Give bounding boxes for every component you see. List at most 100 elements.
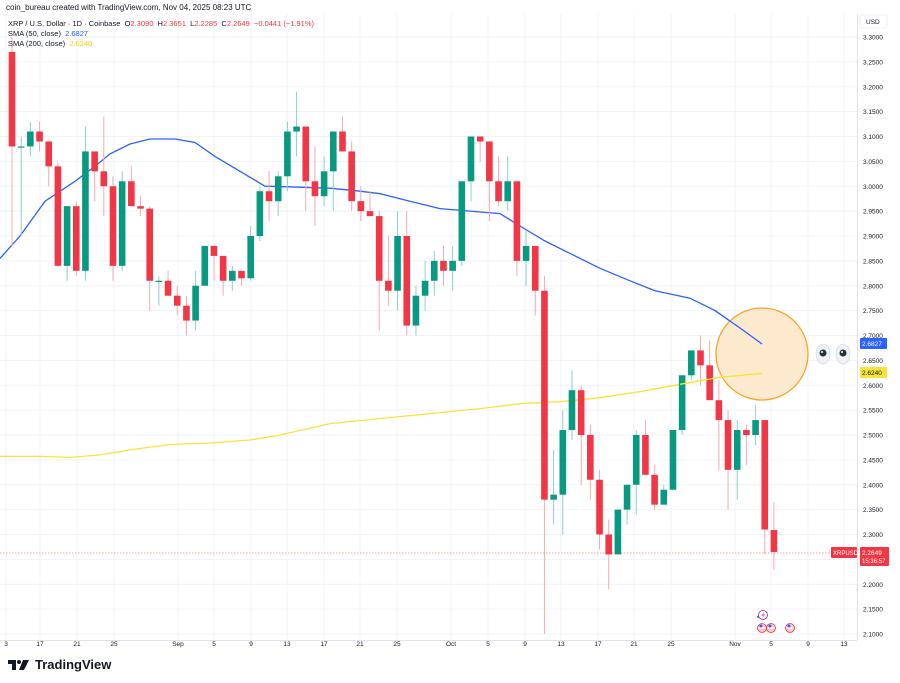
candle [173,285,181,316]
candle [495,156,502,207]
candle [109,176,117,281]
candle [596,469,603,550]
open-value: 2.3090 [130,19,154,28]
candle [192,270,199,331]
candle [706,340,713,401]
svg-text:3.2500: 3.2500 [863,59,883,66]
svg-text:25: 25 [393,641,401,648]
last-price-value: 2.2649 [862,550,882,557]
currency-label: USD [866,19,880,26]
sma200-label: SMA (200, close) [8,39,66,48]
candle [467,136,475,202]
sma50-line [0,138,763,345]
candle [587,425,594,500]
currency-button[interactable] [859,14,888,29]
us-economic-event-icon[interactable] [757,623,767,633]
svg-text:2.1000: 2.1000 [863,632,883,639]
symbol-title: XRP / U.S. Dollar · 1D · Coinbase [8,19,121,28]
candle [118,171,126,271]
close-label: C [221,19,227,28]
candle [8,37,16,246]
sma50-price-tag: 2.6827 [860,338,887,349]
svg-text:3: 3 [4,641,8,648]
svg-text:2.6827: 2.6827 [862,341,882,348]
candle [219,255,227,296]
candle [164,270,172,296]
candle [486,141,493,222]
svg-text:17: 17 [36,641,44,648]
candle [724,410,732,510]
candle [274,171,282,217]
candle [678,375,686,435]
svg-text:Sep: Sep [172,641,184,648]
candle [550,449,557,525]
candle [36,121,43,152]
high-value: 2.3651 [162,19,186,28]
candle [201,245,209,286]
candle [577,385,585,485]
lightning-event-icon[interactable] [757,610,768,620]
candlestick-series [8,37,778,634]
svg-text:3.0500: 3.0500 [863,159,883,166]
svg-text:17: 17 [320,641,328,648]
symbol-tag: XRPUSD [833,551,859,557]
time-axis[interactable]: 3 17 21 25 Sep 5 9 13 17 21 25 Oct 5 9 13 17 21 25 Nov 5 9 13 [4,641,848,648]
svg-text:2.6240: 2.6240 [862,370,882,377]
candle [238,270,245,286]
countdown-timer: 15:36:57 [862,559,886,565]
candle [394,211,401,311]
close-value: 2.2649 [226,19,250,28]
svg-text:5: 5 [212,641,216,648]
legend-symbol-row[interactable]: XRP / U.S. Dollar · 1D · Coinbase O2.309… [8,19,314,29]
candle [256,186,264,241]
svg-text:21: 21 [73,641,81,648]
us-economic-event-icon[interactable] [766,623,776,633]
candle [27,121,34,157]
svg-text:2.5000: 2.5000 [863,433,883,440]
event-markers[interactable] [757,610,795,633]
candle [559,410,567,535]
candle [72,201,80,276]
candle [128,166,135,207]
svg-text:9: 9 [806,641,810,648]
candle [642,420,649,475]
candle [375,211,383,331]
candle [293,91,300,157]
highlight-circle[interactable] [715,307,809,401]
candle [660,484,668,505]
svg-text:2.3000: 2.3000 [863,532,883,539]
legend-sma200-row[interactable]: SMA (200, close) 2.6240 [8,39,314,49]
svg-text:2.4500: 2.4500 [863,457,883,464]
candle [522,231,530,286]
tradingview-logo-text: TradingView [35,657,112,672]
candle [531,245,539,316]
candle [403,211,411,336]
sma200-value: 2.6240 [69,39,93,48]
candle [541,275,548,634]
candle [210,245,218,281]
candle [605,519,612,590]
tradingview-logo[interactable]: TradingView [8,657,111,672]
candle [458,181,466,266]
svg-text:2.7000: 2.7000 [863,333,883,340]
svg-text:2.9500: 2.9500 [863,209,883,216]
price-scale-bg [858,0,900,640]
svg-text:2.8500: 2.8500 [863,258,883,265]
svg-text:2.1500: 2.1500 [863,607,883,614]
legend-sma50-row[interactable]: SMA (50, close) 2.6827 [8,29,314,39]
us-economic-event-icon[interactable] [785,623,795,633]
svg-text:25: 25 [667,641,675,648]
eyes-emoji-icon [815,343,851,365]
candle [82,126,89,281]
tradingview-logo-icon [8,659,29,670]
candle [770,502,778,571]
candle [91,151,98,202]
candle [614,509,622,555]
candle [651,464,658,510]
svg-text:2.6000: 2.6000 [863,383,883,390]
candle [357,186,365,222]
candle [385,236,392,306]
candle [17,136,25,236]
svg-text:3.0000: 3.0000 [863,184,883,191]
